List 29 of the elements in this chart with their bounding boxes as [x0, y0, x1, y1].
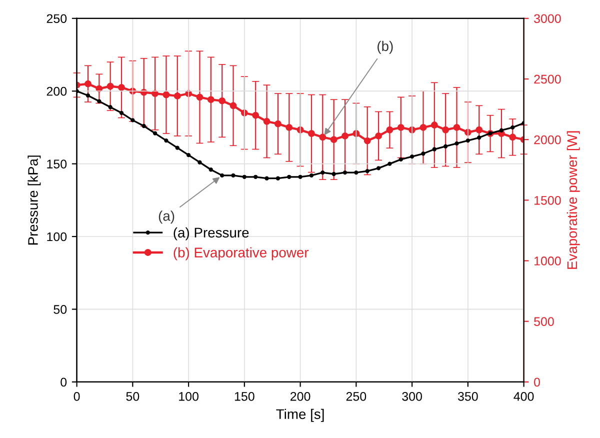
y2-tick-label: 3000 [534, 14, 561, 24]
y-tick-label: 0 [60, 378, 67, 387]
x-tick-label: 400 [514, 392, 534, 401]
y-tick-label: 250 [46, 14, 67, 24]
x-tick-label: 50 [126, 392, 140, 401]
x-axis-title: Time [s] [276, 408, 324, 422]
y-tick-label: 50 [54, 305, 67, 314]
y-tick-label: 100 [47, 232, 67, 242]
x-tick-label: 150 [234, 392, 254, 401]
x-tick-label: 100 [179, 392, 198, 401]
y2-tick-label: 500 [534, 317, 554, 326]
annotation: (b) [378, 40, 393, 54]
x-tick-label: 200 [290, 392, 310, 401]
legend-label: (b) Evaporative power [174, 247, 309, 260]
y2-tick-label: 2000 [534, 135, 561, 144]
legend-label: (a) Pressure [174, 227, 249, 240]
x-tick-label: 300 [402, 392, 422, 401]
y2-tick-label: 2500 [534, 74, 561, 84]
y2-tick-label: 0 [534, 378, 540, 387]
annotation: (a) [158, 210, 174, 224]
y-axis-title: Pressure [kPa] [28, 156, 41, 245]
y-tick-label: 150 [47, 160, 67, 168]
y2-tick-label: 1000 [534, 256, 561, 266]
x-tick-label: 0 [74, 392, 80, 401]
x-tick-label: 250 [346, 392, 366, 401]
y2-tick-label: 1500 [534, 196, 561, 205]
y-tick-label: 200 [46, 86, 67, 96]
y2-axis-title: Evaporative power [W] [566, 131, 580, 269]
x-tick-label: 350 [458, 392, 478, 401]
